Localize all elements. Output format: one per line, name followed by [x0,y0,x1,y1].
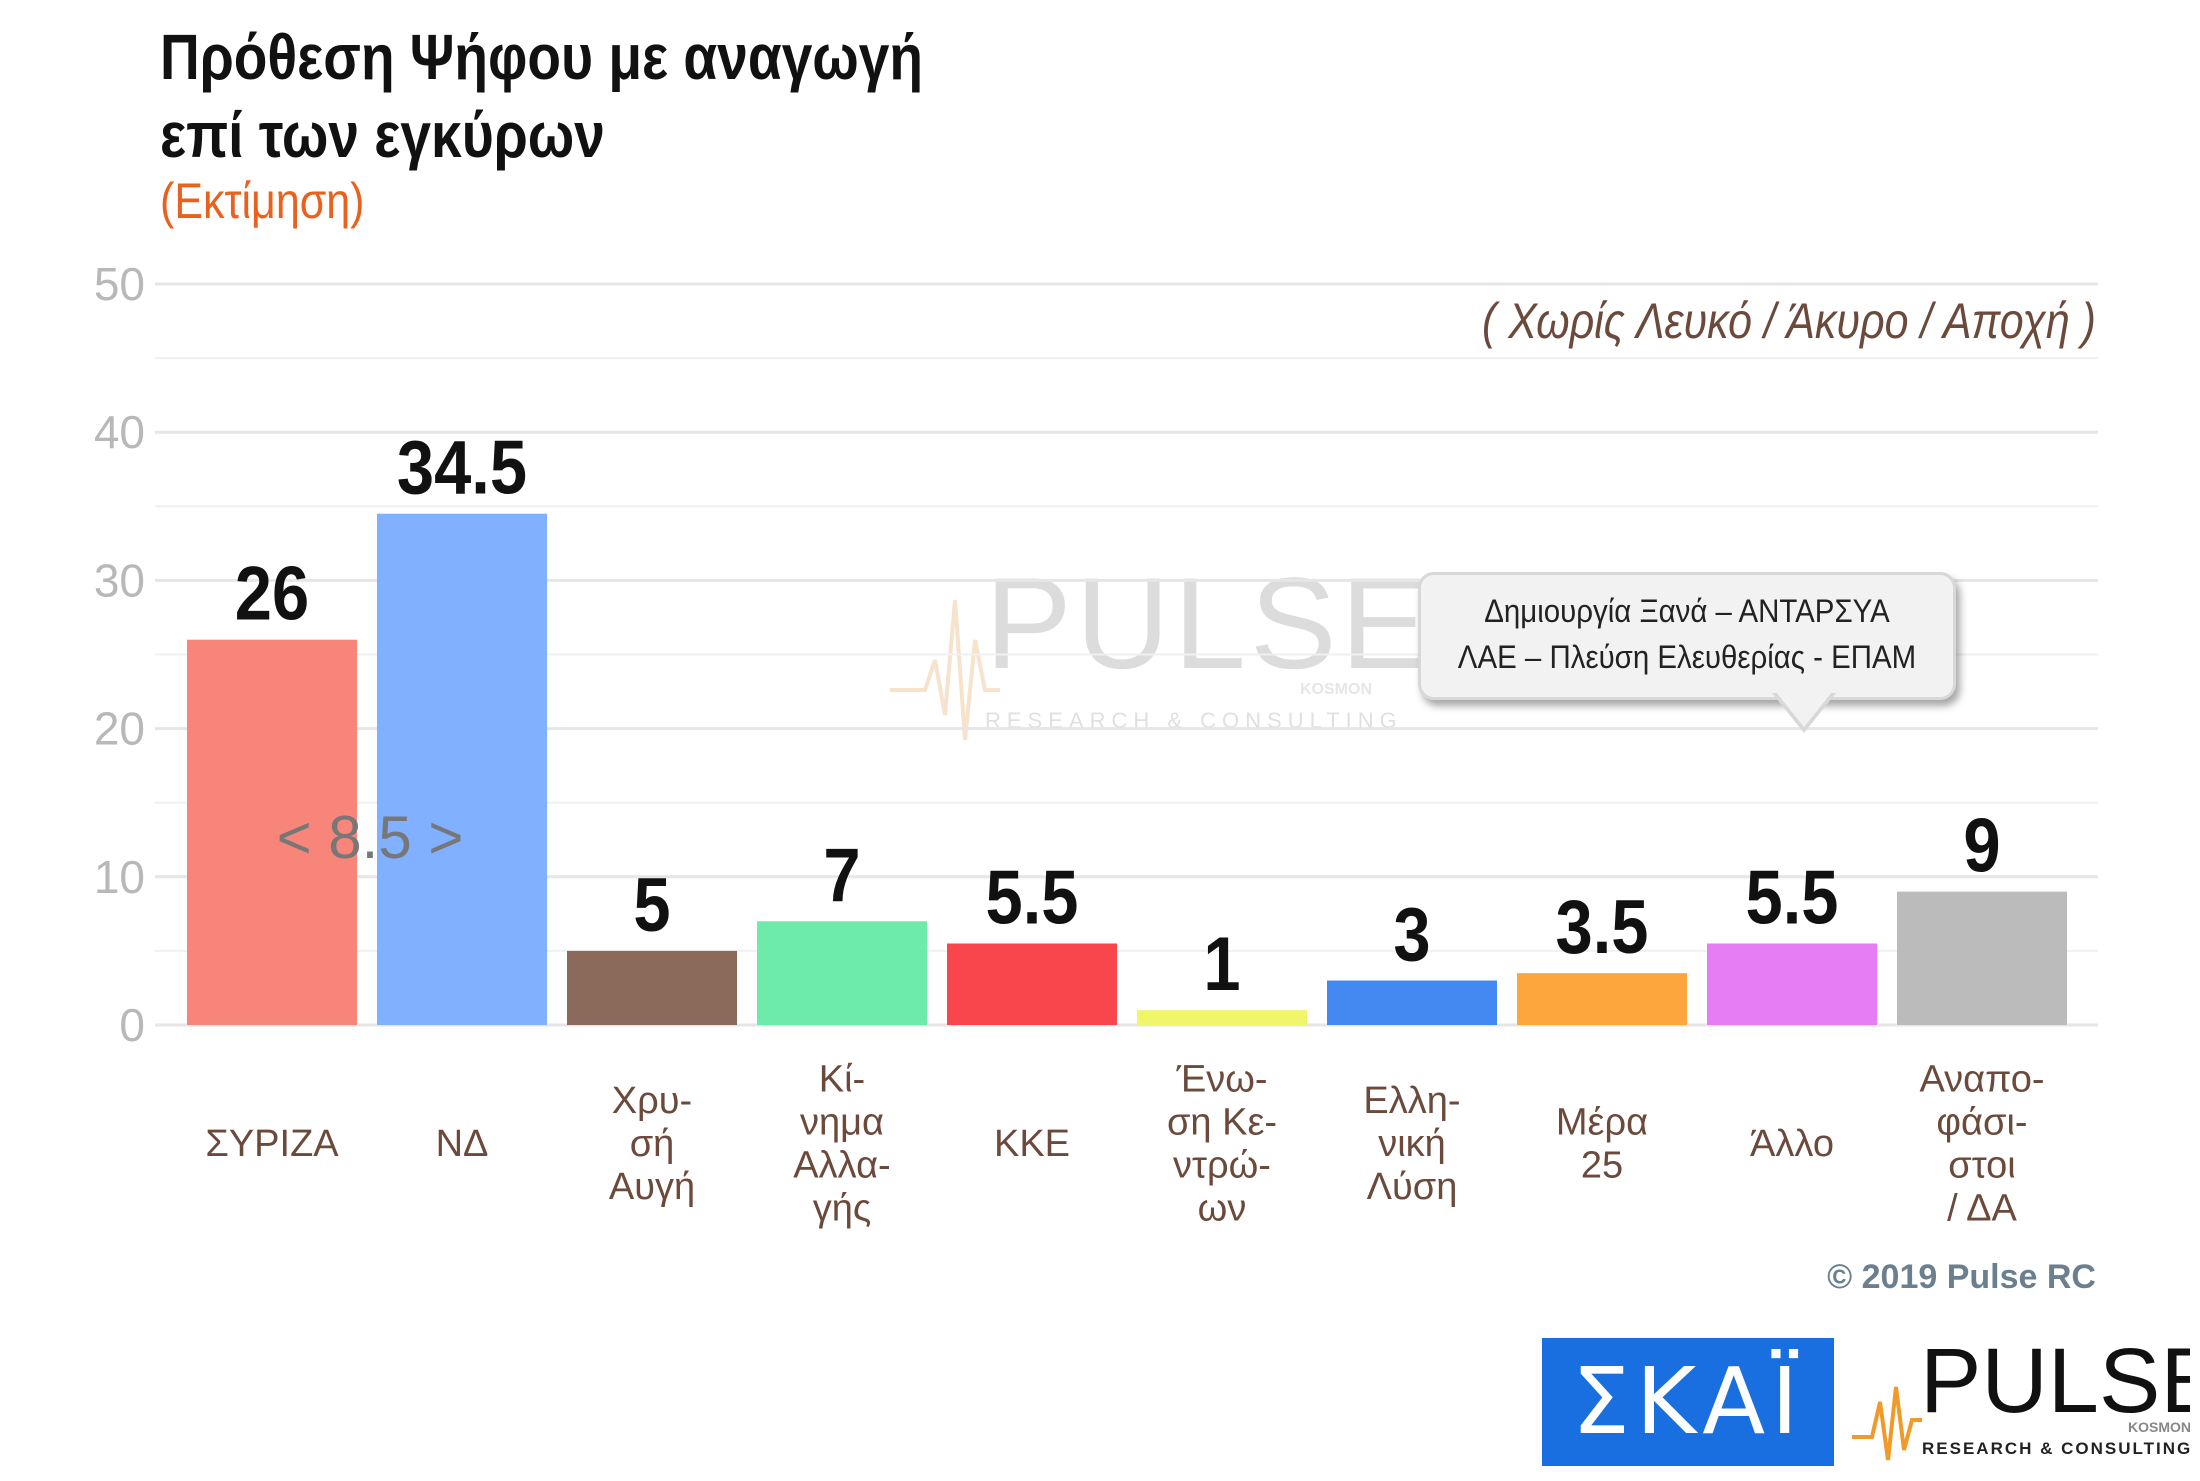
chart-title-line-2: επί των εγκύρων [160,99,605,171]
category-label: Ένω- [1175,1059,1267,1101]
chart-title-line-1: Πρόθεση Ψήφου με αναγωγή [160,21,924,93]
bar [187,639,357,1025]
category-label: σή [630,1123,675,1165]
bar [1897,891,2067,1025]
y-tick-label: 0 [119,999,145,1051]
value-label: 3 [1393,893,1430,978]
watermark-small-text: KOSMON [1300,681,1372,698]
bar [1517,973,1687,1025]
value-label: 26 [235,552,309,637]
pulse-logo-small: KOSMON [2128,1419,2190,1435]
pulse-logo-line [1852,1386,1922,1461]
bar [947,943,1117,1025]
category-label: Λύση [1367,1166,1458,1208]
callout-line-2: ΛΑΕ – Πλεύση Ελευθερίας - ΕΠΑΜ [1457,639,1917,675]
category-label: ση Κε- [1167,1102,1277,1144]
pulse-watermark: PULSE KOSMON RESEARCH & CONSULTING [890,550,1431,741]
pulse-logo: PULSE KOSMON RESEARCH & CONSULTING [1852,1332,2190,1461]
category-label: ΣΥΡΙΖΑ [205,1123,339,1165]
excluded-votes-note: ( Χωρίς Λευκό / Άκυρο / Αποχή ) [1481,293,2096,349]
category-label: Αναπο- [1919,1059,2044,1101]
watermark-text: PULSE [985,550,1431,696]
y-tick-label: 10 [94,851,145,903]
category-label: ΝΔ [436,1123,489,1165]
callout-line-1: Δημιουργία Ξανά – ΑΝΤΑΡΣΥΑ [1484,593,1890,629]
copyright: © 2019 Pulse RC [1827,1258,2096,1296]
value-label: 34.5 [397,426,527,511]
value-label: 5.5 [986,856,1079,941]
category-label: 25 [1581,1145,1623,1187]
category-label: νική [1378,1123,1446,1165]
skai-logo: ΣΚΑΪ [1542,1338,1834,1466]
bar [1707,943,1877,1025]
callout-pointer-fill [1776,692,1832,727]
value-labels: 26 34.5 5 7 5.5 1 3 3.5 5.5 9 [235,426,2001,1007]
category-label: ων [1198,1188,1247,1230]
category-label: Άλλο [1750,1123,1834,1165]
category-label: ΚΚΕ [994,1123,1070,1165]
pulse-logo-text: PULSE [1920,1332,2190,1432]
bar [567,950,737,1025]
bar [757,921,927,1025]
value-label: 9 [1963,804,2000,889]
value-label: 1 [1203,922,1240,1007]
pulse-logo-tagline: RESEARCH & CONSULTING [1922,1439,2190,1458]
watermark-pulse-line [890,599,1000,741]
category-label: νημα [800,1102,884,1144]
chart-subtitle: (Εκτίμηση) [160,173,365,229]
category-label: Κί- [819,1059,865,1101]
y-axis-ticks: 0 10 20 30 40 50 [94,258,145,1051]
bar [1327,980,1497,1025]
chart-title: Πρόθεση Ψήφου με αναγωγή επί των εγκύρων [160,18,923,174]
category-label: Μέρα [1556,1102,1648,1144]
difference-label: < 8.5 > [277,804,464,871]
category-label: ντρώ- [1173,1145,1271,1187]
y-tick-label: 50 [94,258,145,310]
category-label: Ελλη- [1363,1080,1460,1122]
other-parties-callout: Δημιουργία Ξανά – ΑΝΤΑΡΣΥΑ ΛΑΕ – Πλεύση … [1418,572,1956,700]
category-label: Αλλα- [793,1145,890,1187]
category-label: Αυγή [609,1166,695,1208]
bar [377,513,547,1025]
category-label: Χρυ- [612,1080,692,1122]
y-tick-label: 40 [94,406,145,458]
category-label: / ΔΑ [1947,1188,2017,1230]
category-label: γής [813,1188,871,1230]
value-label: 5.5 [1746,856,1839,941]
bars [187,513,2067,1025]
value-label: 3.5 [1556,885,1649,970]
y-tick-label: 30 [94,554,145,606]
value-label: 5 [633,863,670,948]
category-label: φάσι- [1936,1102,2027,1144]
bar [1137,1010,1307,1025]
category-label: στοι [1948,1145,2016,1187]
value-label: 7 [823,833,860,918]
y-tick-label: 20 [94,703,145,755]
